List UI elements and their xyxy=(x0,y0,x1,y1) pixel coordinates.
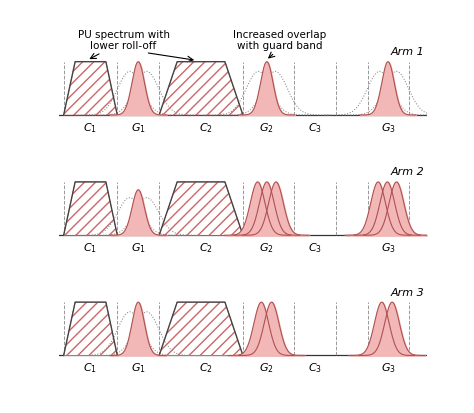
Text: Arm 3: Arm 3 xyxy=(391,288,425,298)
Text: PU spectrum with
lower roll-off: PU spectrum with lower roll-off xyxy=(78,30,170,51)
Text: $C_1$: $C_1$ xyxy=(83,241,98,255)
Text: Arm 2: Arm 2 xyxy=(391,167,425,178)
Text: $G_3$: $G_3$ xyxy=(381,361,395,375)
Text: $G_1$: $G_1$ xyxy=(131,121,146,135)
Text: $G_2$: $G_2$ xyxy=(259,361,274,375)
Text: $C_3$: $C_3$ xyxy=(308,121,321,135)
Text: $G_1$: $G_1$ xyxy=(131,361,146,375)
Text: $G_3$: $G_3$ xyxy=(381,121,395,135)
Text: $C_2$: $C_2$ xyxy=(199,121,213,135)
Text: $C_3$: $C_3$ xyxy=(308,361,321,375)
Text: Increased overlap
with guard band: Increased overlap with guard band xyxy=(233,30,326,51)
Text: $C_1$: $C_1$ xyxy=(83,121,98,135)
Text: $G_2$: $G_2$ xyxy=(259,121,274,135)
Text: $G_1$: $G_1$ xyxy=(131,241,146,255)
Text: $C_2$: $C_2$ xyxy=(199,241,213,255)
Text: $G_3$: $G_3$ xyxy=(381,241,395,255)
Text: Arm 1: Arm 1 xyxy=(391,47,425,57)
Text: $C_2$: $C_2$ xyxy=(199,361,213,375)
Text: $G_2$: $G_2$ xyxy=(259,241,274,255)
Text: $C_3$: $C_3$ xyxy=(308,241,321,255)
Text: $C_1$: $C_1$ xyxy=(83,361,98,375)
